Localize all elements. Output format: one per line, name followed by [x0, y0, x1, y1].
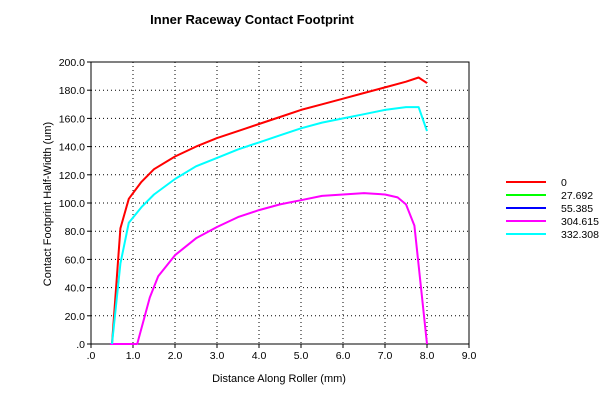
tick-labels: .0 1.0 2.0 3.0 4.0 5.0 6.0 7.0 8.0 9.0 .0 20.0 40.0 6… [59, 57, 477, 362]
y-tick-label: 40.0 [65, 283, 86, 295]
axes [87, 61, 470, 348]
x-tick-label: .0 [87, 350, 96, 362]
y-tick-label: 20.0 [65, 311, 86, 323]
y-axis-label: Contact Footprint Half-Width (um) [42, 122, 54, 286]
series-lines [109, 76, 428, 345]
legend-label: 0 [561, 177, 567, 189]
y-tick-label: 140.0 [59, 142, 85, 154]
x-tick-label: 9.0 [462, 350, 477, 362]
chart-title: Inner Raceway Contact Footprint [150, 12, 354, 27]
series-line-332.308 [111, 106, 428, 345]
x-tick-label: 5.0 [294, 350, 309, 362]
x-axis-label: Distance Along Roller (mm) [212, 373, 346, 385]
x-tick-label: 3.0 [210, 350, 225, 362]
x-tick-label: 2.0 [168, 350, 183, 362]
x-tick-label: 6.0 [336, 350, 351, 362]
grid [91, 62, 469, 344]
y-tick-label: 60.0 [65, 254, 86, 266]
series-line-304.615 [109, 192, 428, 345]
legend-label: 332.308 [561, 229, 599, 241]
x-tick-label: 8.0 [420, 350, 435, 362]
y-tick-label: .0 [76, 339, 85, 351]
x-tick-label: 7.0 [378, 350, 393, 362]
y-tick-label: 120.0 [59, 170, 85, 182]
series-line-0 [111, 76, 428, 345]
y-tick-label: 100.0 [59, 198, 85, 210]
legend-label: 27.692 [561, 190, 593, 202]
x-tick-label: 4.0 [252, 350, 267, 362]
x-tick-label: 1.0 [126, 350, 141, 362]
y-tick-label: 180.0 [59, 85, 85, 97]
y-tick-label: 80.0 [65, 226, 86, 238]
legend-label: 55.385 [561, 203, 593, 215]
y-tick-label: 200.0 [59, 57, 85, 69]
y-tick-label: 160.0 [59, 113, 85, 125]
legend-label: 304.615 [561, 216, 599, 228]
